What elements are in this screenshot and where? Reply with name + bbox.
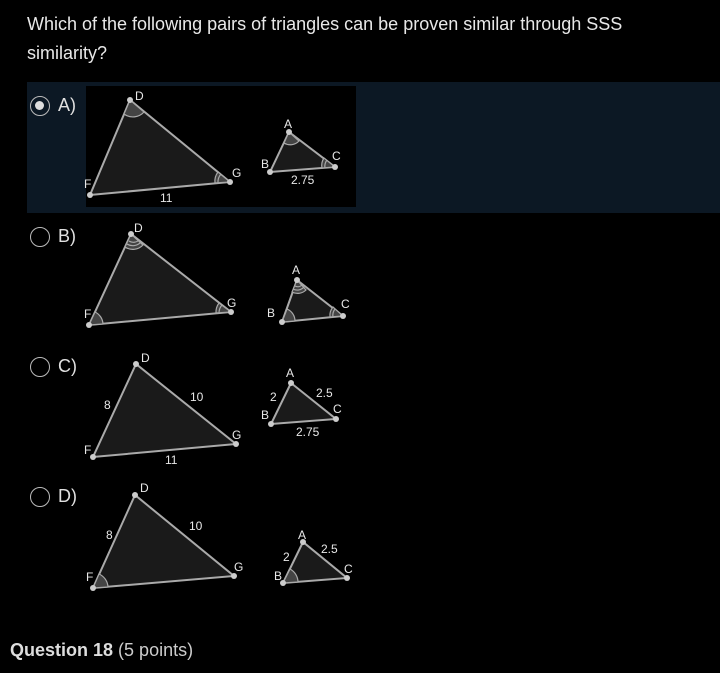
- label-b: B: [274, 569, 282, 583]
- label-c: C: [341, 297, 350, 311]
- side-ab: 2: [283, 550, 290, 564]
- option-c[interactable]: C): [30, 356, 77, 377]
- vertex-points: [86, 97, 350, 591]
- label-f: F: [84, 307, 91, 321]
- label-g: G: [234, 560, 243, 574]
- side-fg: 11: [160, 191, 173, 205]
- option-b-label: B): [58, 226, 76, 246]
- label-d: D: [135, 89, 144, 103]
- option-a-label: A): [58, 95, 76, 115]
- radio-b[interactable]: [30, 226, 50, 247]
- label-a: A: [286, 366, 294, 380]
- side-fd: 8: [104, 398, 111, 412]
- label-b: B: [261, 408, 269, 422]
- option-d-label: D): [58, 486, 77, 506]
- next-question-header: Question 18 (5 points): [10, 640, 193, 661]
- label-a: A: [292, 263, 300, 277]
- label-b: B: [267, 306, 275, 320]
- triangle-dfg-c: [91, 362, 239, 459]
- side-bc: 2.75: [296, 425, 320, 439]
- option-d[interactable]: D): [30, 486, 77, 507]
- option-a[interactable]: A): [30, 95, 76, 116]
- label-f: F: [84, 443, 91, 457]
- question-points: (5 points): [118, 640, 194, 660]
- label-c: C: [344, 562, 353, 576]
- option-b[interactable]: B): [30, 226, 76, 247]
- triangle-dfg-b: [87, 232, 234, 327]
- label-a: A: [284, 117, 292, 131]
- triangle-abc-c: [269, 381, 339, 426]
- side-bc: 2.75: [291, 173, 315, 187]
- label-d: D: [134, 221, 143, 235]
- triangle-abc-d: [281, 540, 350, 585]
- radio-c[interactable]: [30, 356, 50, 377]
- label-f: F: [86, 570, 93, 584]
- question-text: Which of the following pairs of triangle…: [27, 14, 623, 63]
- angle-marks: [88, 99, 345, 589]
- side-dg: 10: [189, 519, 203, 533]
- side-ac: 2.5: [316, 386, 333, 400]
- side-dg: 10: [190, 390, 204, 404]
- triangle-dfg-d: [91, 493, 237, 590]
- label-g: G: [232, 166, 241, 180]
- label-b: B: [261, 157, 269, 171]
- radio-d[interactable]: [30, 486, 50, 507]
- label-g: G: [227, 296, 236, 310]
- label-a: A: [298, 528, 306, 542]
- label-c: C: [333, 402, 342, 416]
- side-fg: 11: [165, 453, 178, 467]
- side-ab: 2: [270, 390, 277, 404]
- question-number: Question 18: [10, 640, 114, 660]
- side-ac: 2.5: [321, 542, 338, 556]
- radio-a[interactable]: [30, 95, 50, 116]
- label-c: C: [332, 149, 341, 163]
- side-fd: 8: [106, 528, 113, 542]
- triangle-dfg-a: [88, 98, 233, 197]
- label-f: F: [84, 177, 91, 191]
- option-c-label: C): [58, 356, 77, 376]
- label-g: G: [232, 428, 241, 442]
- label-d: D: [141, 351, 150, 365]
- label-d: D: [140, 481, 149, 495]
